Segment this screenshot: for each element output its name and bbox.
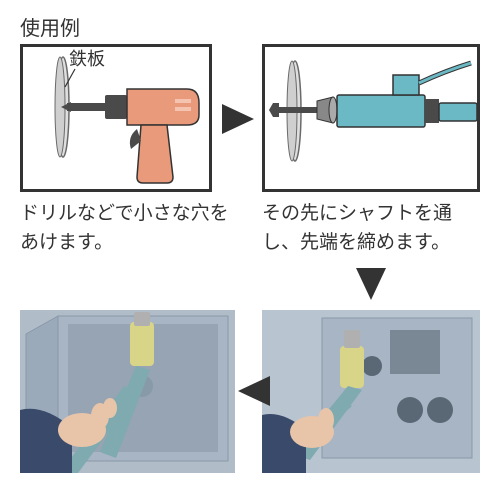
arrow-right-icon: [218, 100, 258, 143]
step1-caption: ドリルなどで小さな穴をあけます。: [20, 200, 230, 257]
step4-photo: [20, 310, 235, 473]
page-title: 使用例: [20, 12, 80, 41]
plate-label: 鉄板: [69, 49, 105, 69]
step2-caption: その先にシャフトを通し、先端を締めます。: [262, 200, 482, 257]
arrow-left-icon: [234, 372, 274, 415]
tool-illustration: [265, 47, 477, 189]
arrow-down-icon: [352, 264, 390, 309]
drill-illustration: 鉄板: [23, 47, 209, 189]
step3-photo: [262, 310, 480, 473]
step1-panel: 鉄板: [20, 44, 212, 192]
step2-panel: [262, 44, 480, 192]
